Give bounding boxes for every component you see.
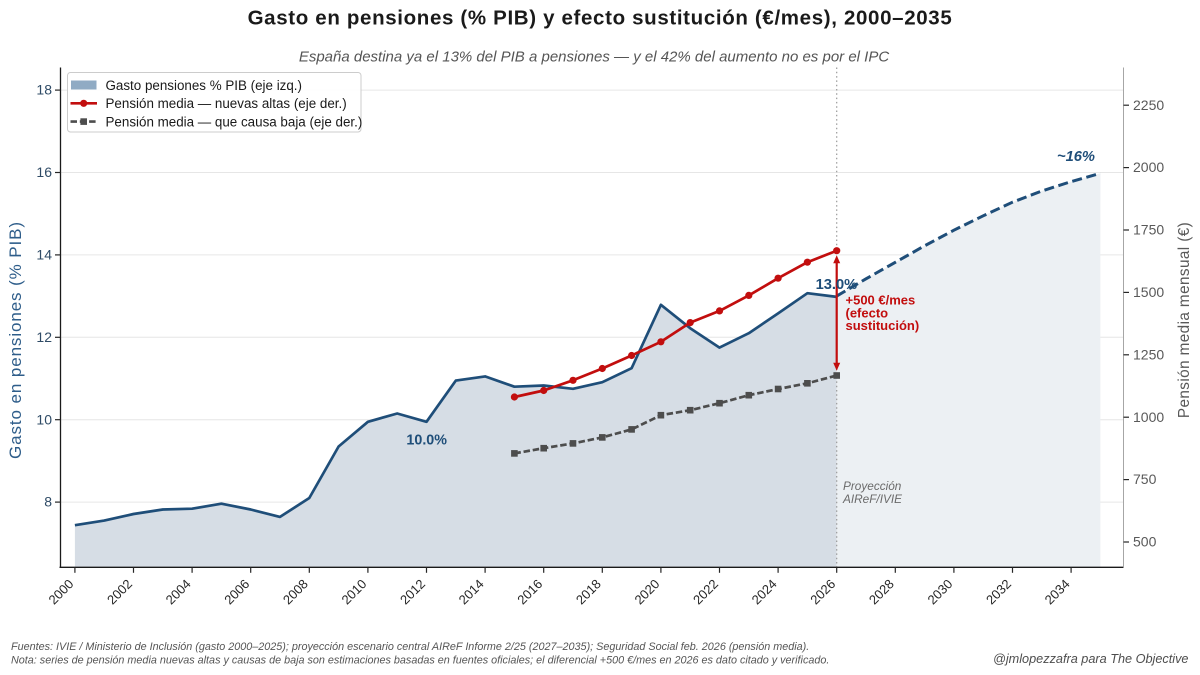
svg-text:Nota: series de pensión media: Nota: series de pensión media nuevas alt… — [11, 655, 829, 667]
svg-text:8: 8 — [44, 494, 52, 510]
svg-text:10.0%: 10.0% — [406, 433, 447, 449]
svg-text:10: 10 — [36, 411, 52, 427]
svg-text:13.0%: 13.0% — [816, 277, 858, 293]
svg-text:Gasto pensiones % PIB (eje izq: Gasto pensiones % PIB (eje izq.) — [106, 78, 303, 93]
svg-text:18: 18 — [36, 82, 52, 98]
svg-text:750: 750 — [1133, 471, 1157, 487]
svg-text:1250: 1250 — [1133, 346, 1164, 362]
svg-text:Pensión media — que causa baja: Pensión media — que causa baja (eje der.… — [106, 114, 363, 129]
svg-text:16: 16 — [36, 164, 52, 180]
svg-text:1000: 1000 — [1133, 409, 1164, 425]
svg-text:14: 14 — [36, 247, 52, 263]
svg-text:500: 500 — [1133, 534, 1157, 550]
svg-text:sustitución): sustitución) — [846, 318, 920, 333]
svg-text:~16%: ~16% — [1057, 149, 1095, 165]
svg-text:España destina ya el 13% del P: España destina ya el 13% del PIB a pensi… — [299, 49, 890, 66]
svg-text:+500 €/mes: +500 €/mes — [846, 293, 916, 308]
svg-text:2250: 2250 — [1133, 97, 1164, 113]
svg-text:(efecto: (efecto — [846, 305, 889, 320]
svg-text:Proyección: Proyección — [843, 479, 902, 493]
svg-text:Pensión media — nuevas altas (: Pensión media — nuevas altas (eje der.) — [106, 96, 347, 111]
svg-text:1500: 1500 — [1133, 284, 1164, 300]
svg-text:12: 12 — [36, 329, 52, 345]
svg-text:1750: 1750 — [1133, 222, 1164, 238]
svg-text:AIReF/IVIE: AIReF/IVIE — [842, 492, 902, 506]
svg-text:Gasto en pensiones (% PIB): Gasto en pensiones (% PIB) — [6, 221, 25, 459]
svg-text:@jmlopezzafra para The Objecti: @jmlopezzafra para The Objective — [993, 652, 1189, 666]
svg-text:2000: 2000 — [1133, 159, 1164, 175]
svg-text:Fuentes: IVIE / Ministerio de: Fuentes: IVIE / Ministerio de Inclusión … — [11, 641, 809, 653]
svg-text:Pensión media mensual (€): Pensión media mensual (€) — [1176, 222, 1193, 418]
svg-text:Gasto en pensiones (% PIB) y e: Gasto en pensiones (% PIB) y efecto sust… — [248, 7, 953, 30]
